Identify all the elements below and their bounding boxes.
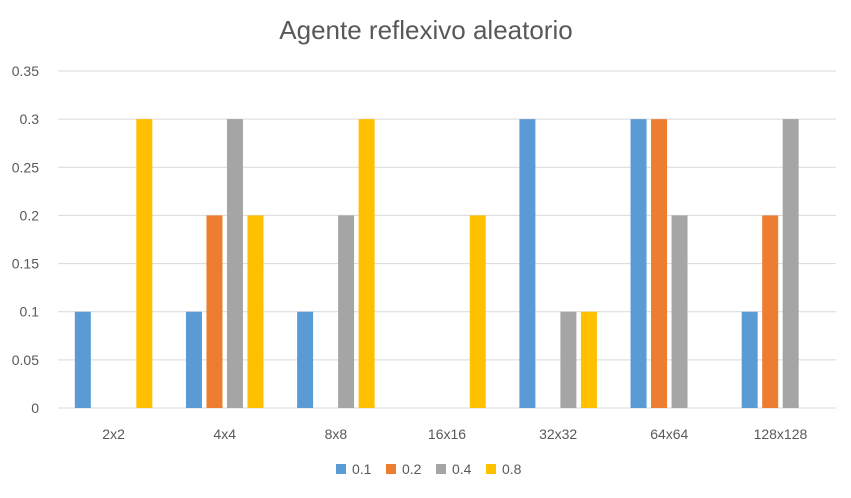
y-tick-label: 0.35 [12, 63, 39, 79]
bar-8x8-series-0.4 [338, 215, 355, 408]
bar-4x4-series-0.4 [226, 119, 243, 409]
bar-8x8-series-0.1 [297, 311, 314, 408]
x-tick-label: 2x2 [102, 426, 125, 442]
x-tick-label: 8x8 [325, 426, 348, 442]
x-tick-label: 16x16 [428, 426, 466, 442]
x-tick-label: 4x4 [213, 426, 236, 442]
bar-4x4-series-0.1 [185, 311, 202, 408]
x-tick-label: 128x128 [754, 426, 808, 442]
legend-item: 0.4 [436, 461, 472, 477]
grid-layer [58, 70, 836, 409]
legend-item: 0.8 [486, 461, 522, 477]
chart-title: Agente reflexivo aleatorio [279, 15, 572, 45]
bar-128x128-series-0.4 [782, 119, 799, 409]
legend-label: 0.2 [402, 461, 422, 477]
y-tick-label: 0.2 [20, 207, 40, 223]
y-tick-label: 0 [31, 400, 39, 416]
x-tick-label: 64x64 [650, 426, 688, 442]
legend-swatch [486, 464, 496, 474]
bar-32x32-series-0.8 [580, 311, 597, 408]
bar-128x128-series-0.2 [762, 215, 779, 408]
bar-32x32-series-0.1 [519, 119, 536, 409]
bar-16x16-series-0.8 [469, 215, 486, 408]
y-tick-label: 0.3 [20, 111, 40, 127]
bar-64x64-series-0.4 [671, 215, 688, 408]
legend-swatch [436, 464, 446, 474]
legend-label: 0.1 [352, 461, 372, 477]
bar-2x2-series-0.1 [74, 311, 91, 408]
legend-label: 0.8 [502, 461, 522, 477]
bar-32x32-series-0.4 [560, 311, 577, 408]
legend-swatch [386, 464, 396, 474]
bar-4x4-series-0.8 [247, 215, 264, 408]
y-tick-label: 0.15 [12, 256, 39, 272]
bar-64x64-series-0.1 [630, 119, 647, 409]
y-tick-label: 0.25 [12, 159, 39, 175]
bars-layer [74, 119, 799, 409]
legend: 0.1 0.2 0.4 0.8 [336, 461, 522, 477]
bar-2x2-series-0.8 [136, 119, 153, 409]
bar-64x64-series-0.2 [651, 119, 668, 409]
legend-item: 0.1 [336, 461, 372, 477]
legend-swatch [336, 464, 346, 474]
legend-item: 0.2 [386, 461, 422, 477]
y-tick-label: 0.05 [12, 352, 39, 368]
x-tick-label: 32x32 [539, 426, 577, 442]
bar-128x128-series-0.1 [741, 311, 758, 408]
legend-label: 0.4 [452, 461, 472, 477]
axis-layer: 0 0.05 0.1 0.15 0.2 0.25 0.3 0.35 2x2 4x4 8x8 16x16… [12, 63, 808, 442]
y-tick-label: 0.1 [20, 304, 40, 320]
bar-8x8-series-0.8 [358, 119, 375, 409]
bar-4x4-series-0.2 [206, 215, 223, 408]
